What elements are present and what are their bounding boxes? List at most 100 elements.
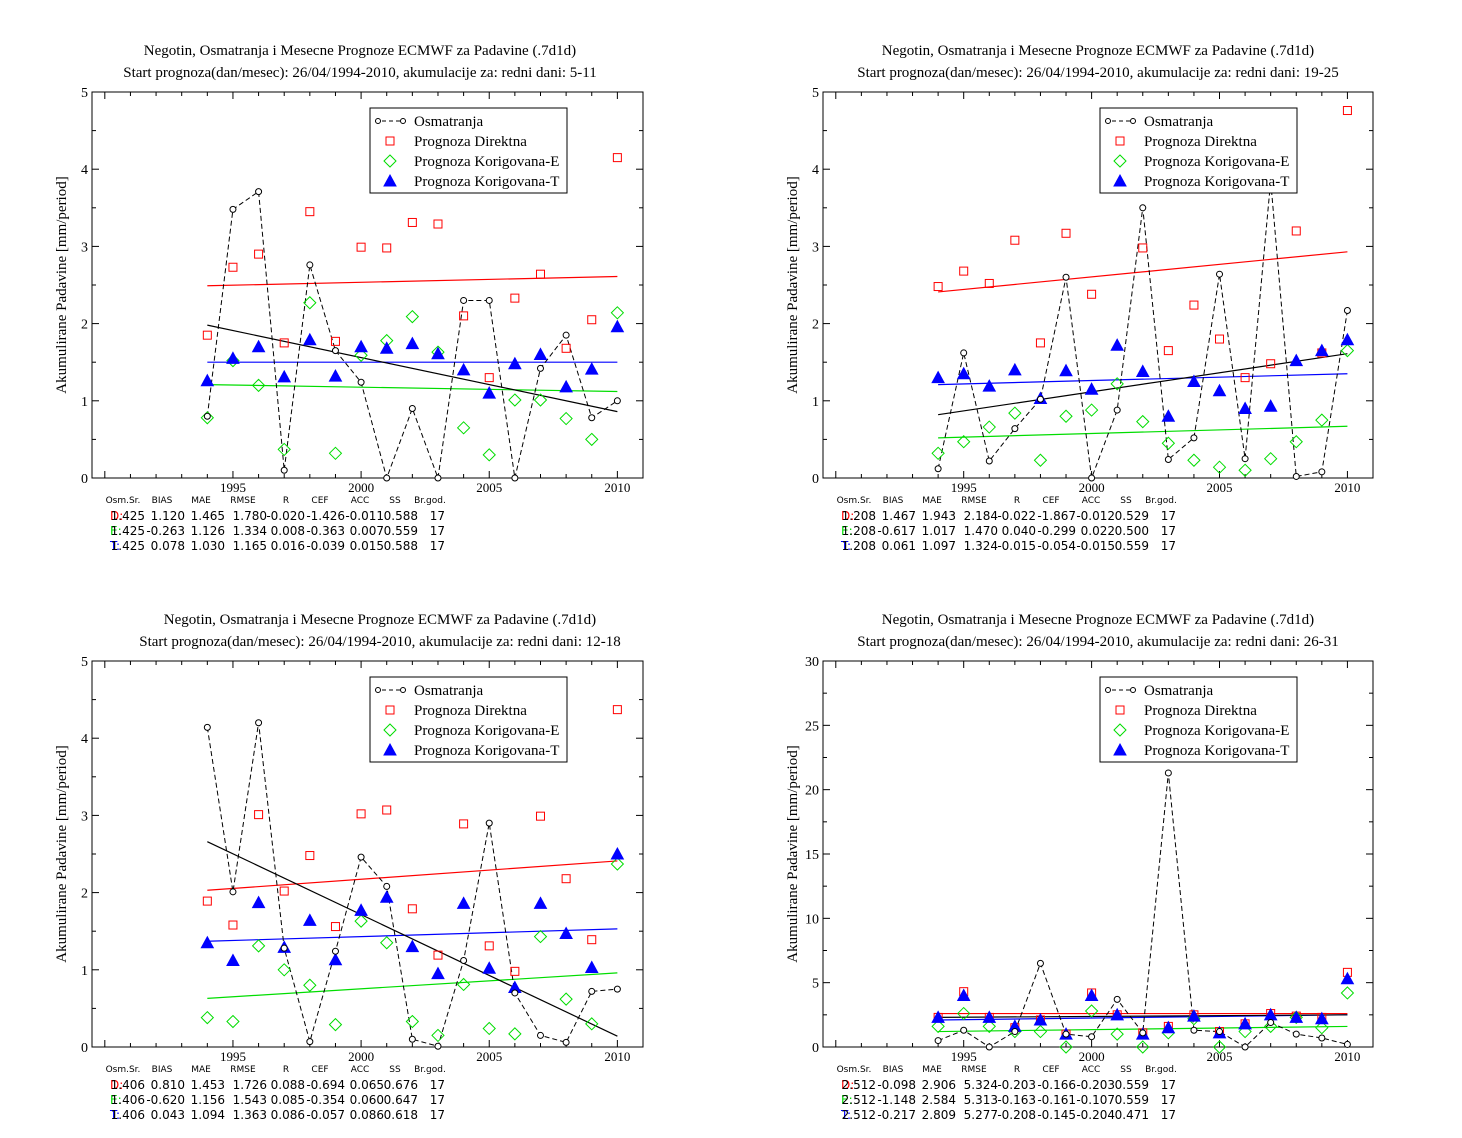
stats-value: -0.299	[1037, 524, 1076, 538]
stats-value: 2.809	[922, 1108, 956, 1122]
stats-header: R	[283, 496, 289, 506]
stats-header: BIAS	[152, 496, 173, 506]
stats-value: -0.011	[345, 509, 384, 523]
stats-value: 5.313	[964, 1093, 998, 1107]
obs-point	[357, 378, 365, 386]
legend-obs-marker	[400, 687, 406, 693]
direct-point	[330, 336, 340, 346]
legend-label-obs: Osmatranja	[414, 114, 483, 130]
corr-e-point	[1340, 343, 1355, 358]
stats-value: 17	[430, 509, 445, 523]
corr-e-point	[559, 992, 573, 1006]
obs-point	[1216, 1028, 1224, 1036]
legend-label-direct: Prognoza Direktna	[414, 134, 527, 150]
corr-e-point	[226, 1014, 240, 1029]
stats-value: 17	[1161, 1093, 1176, 1107]
trend-line-obs	[938, 353, 1348, 416]
stats-header: CEF	[311, 496, 328, 506]
stats-value: -0.204	[1076, 1108, 1115, 1122]
stats-value: 1.943	[922, 509, 956, 523]
obs-series-line	[937, 772, 1348, 1048]
stats-header: R	[1014, 496, 1020, 506]
direct-point	[356, 242, 366, 252]
y-tick-label: 5	[812, 86, 819, 101]
obs-point	[357, 853, 365, 861]
corr-t-point	[1135, 364, 1150, 377]
stats-value: 1.324	[964, 539, 998, 553]
stats-value: -0.057	[306, 1108, 345, 1122]
corr-t-point	[226, 953, 240, 967]
direct-point	[1291, 226, 1301, 236]
legend: Osmatranja Prognoza Direktna Prognoza Kori…	[1099, 676, 1298, 763]
stats-value: 0.015	[350, 539, 384, 553]
obs-point	[255, 188, 263, 196]
y-tick-label: 0	[81, 472, 88, 487]
stats-header: RMSE	[230, 1065, 256, 1075]
corr-e-point	[380, 936, 394, 950]
stats-header: Br.god.	[1145, 1065, 1177, 1075]
stats-header: Br.god.	[1145, 496, 1177, 506]
stats-value: -0.161	[1037, 1093, 1076, 1107]
obs-point	[1113, 995, 1121, 1003]
obs-point	[255, 719, 263, 727]
direct-point	[202, 896, 212, 906]
y-axis-label: Akumulirane Padavine [mm/period]	[785, 745, 801, 962]
corr-e-point	[405, 1014, 420, 1029]
corr-e-point	[328, 1017, 343, 1032]
direct-point	[433, 950, 443, 960]
stats-value: 1.780	[233, 509, 267, 523]
stats-value: 0.810	[151, 1078, 185, 1092]
stats-value: 0.559	[384, 524, 418, 538]
y-tick-label: 5	[81, 86, 88, 101]
obs-point	[562, 1038, 570, 1046]
stats-value: -0.022	[997, 509, 1036, 523]
corr-t-point	[456, 896, 471, 909]
stats-value: -0.617	[877, 524, 916, 538]
corr-e-point	[1212, 1040, 1227, 1054]
stats-value: 0.086	[271, 1108, 305, 1122]
corr-t-point	[1059, 363, 1073, 377]
legend: Osmatranja Prognoza Direktna Prognoza Kori…	[369, 107, 568, 194]
legend: Osmatranja Prognoza Direktna Prognoza Kori…	[369, 676, 568, 763]
corr-e-point	[931, 446, 945, 461]
corr-t-point	[1212, 383, 1227, 397]
corr-t-point	[1084, 382, 1099, 395]
corr-e-point	[1238, 1024, 1252, 1039]
direct-point	[959, 266, 969, 276]
y-tick-label: 0	[812, 472, 819, 487]
stats-header: MAE	[191, 496, 211, 506]
legend-corr_e-marker	[1113, 723, 1127, 737]
obs-point	[1343, 306, 1351, 314]
corr-e-point	[1187, 453, 1201, 467]
chart-title: Negotin, Osmatranja i Mesecne Prognoze E…	[164, 612, 596, 628]
corr-e-point	[1033, 1024, 1048, 1039]
stats-value: -0.208	[997, 1108, 1036, 1122]
corr-e-point	[1315, 1020, 1329, 1035]
stats-header: RMSE	[961, 1065, 987, 1075]
stats-value: -0.107	[1076, 1093, 1115, 1107]
y-tick-label: 1	[812, 395, 819, 410]
stats-value: 1.334	[233, 524, 267, 538]
legend-obs-marker	[1130, 687, 1136, 693]
corr-t-point	[251, 895, 266, 909]
stats-value: -0.620	[146, 1093, 185, 1107]
corr-e-point	[1161, 436, 1176, 450]
corr-t-point	[559, 379, 573, 393]
corr-t-point	[982, 379, 997, 392]
direct-point	[1163, 346, 1173, 356]
corr-t-point	[508, 356, 522, 370]
obs-point	[1190, 1026, 1198, 1034]
y-tick-label: 3	[81, 240, 88, 255]
obs-point	[203, 723, 211, 731]
direct-point	[612, 705, 622, 715]
stats-header: CEF	[1042, 496, 1059, 506]
chart-panel-1: Negotin, Osmatranja i Mesecne Prognoze E…	[54, 43, 644, 553]
x-tick-label: 2010	[604, 1049, 630, 1064]
y-tick-label: 0	[81, 1041, 88, 1056]
obs-point	[1241, 455, 1249, 463]
corr-e-point	[1084, 403, 1099, 417]
obs-point	[934, 1037, 942, 1045]
legend-label-corr_e: Prognoza Korigovana-E	[414, 723, 559, 739]
legend-label-corr_e: Prognoza Korigovana-E	[1144, 723, 1289, 739]
stats-value: 0.088	[271, 1078, 305, 1092]
